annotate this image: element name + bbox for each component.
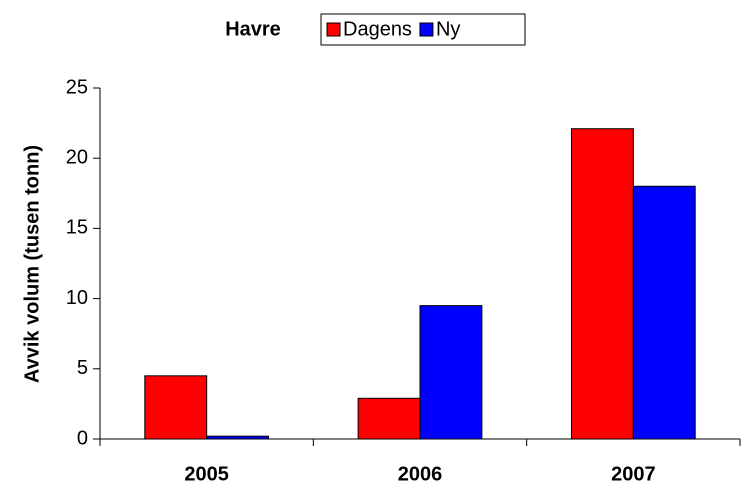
y-tick-label: 0 [77,427,88,449]
bar [632,185,696,440]
y-tick-label: 20 [66,146,88,168]
bar [144,375,208,440]
bar [357,397,421,440]
y-tick-label: 25 [66,76,88,98]
chart-title: Havre [225,18,281,40]
x-tick-label: 2005 [184,463,229,485]
y-tick-label: 15 [66,217,88,239]
y-tick-label: 5 [77,357,88,379]
legend-swatch [419,22,434,37]
legend-label: Dagens [343,18,412,40]
y-axis-label: Avvik volum (tusen tonn) [21,145,43,383]
bar [419,305,483,440]
x-tick-label: 2007 [611,463,656,485]
bar [570,128,634,440]
legend-label: Ny [436,18,460,40]
y-tick-label: 10 [66,287,88,309]
x-tick-label: 2006 [398,463,443,485]
legend-swatch [326,22,341,37]
